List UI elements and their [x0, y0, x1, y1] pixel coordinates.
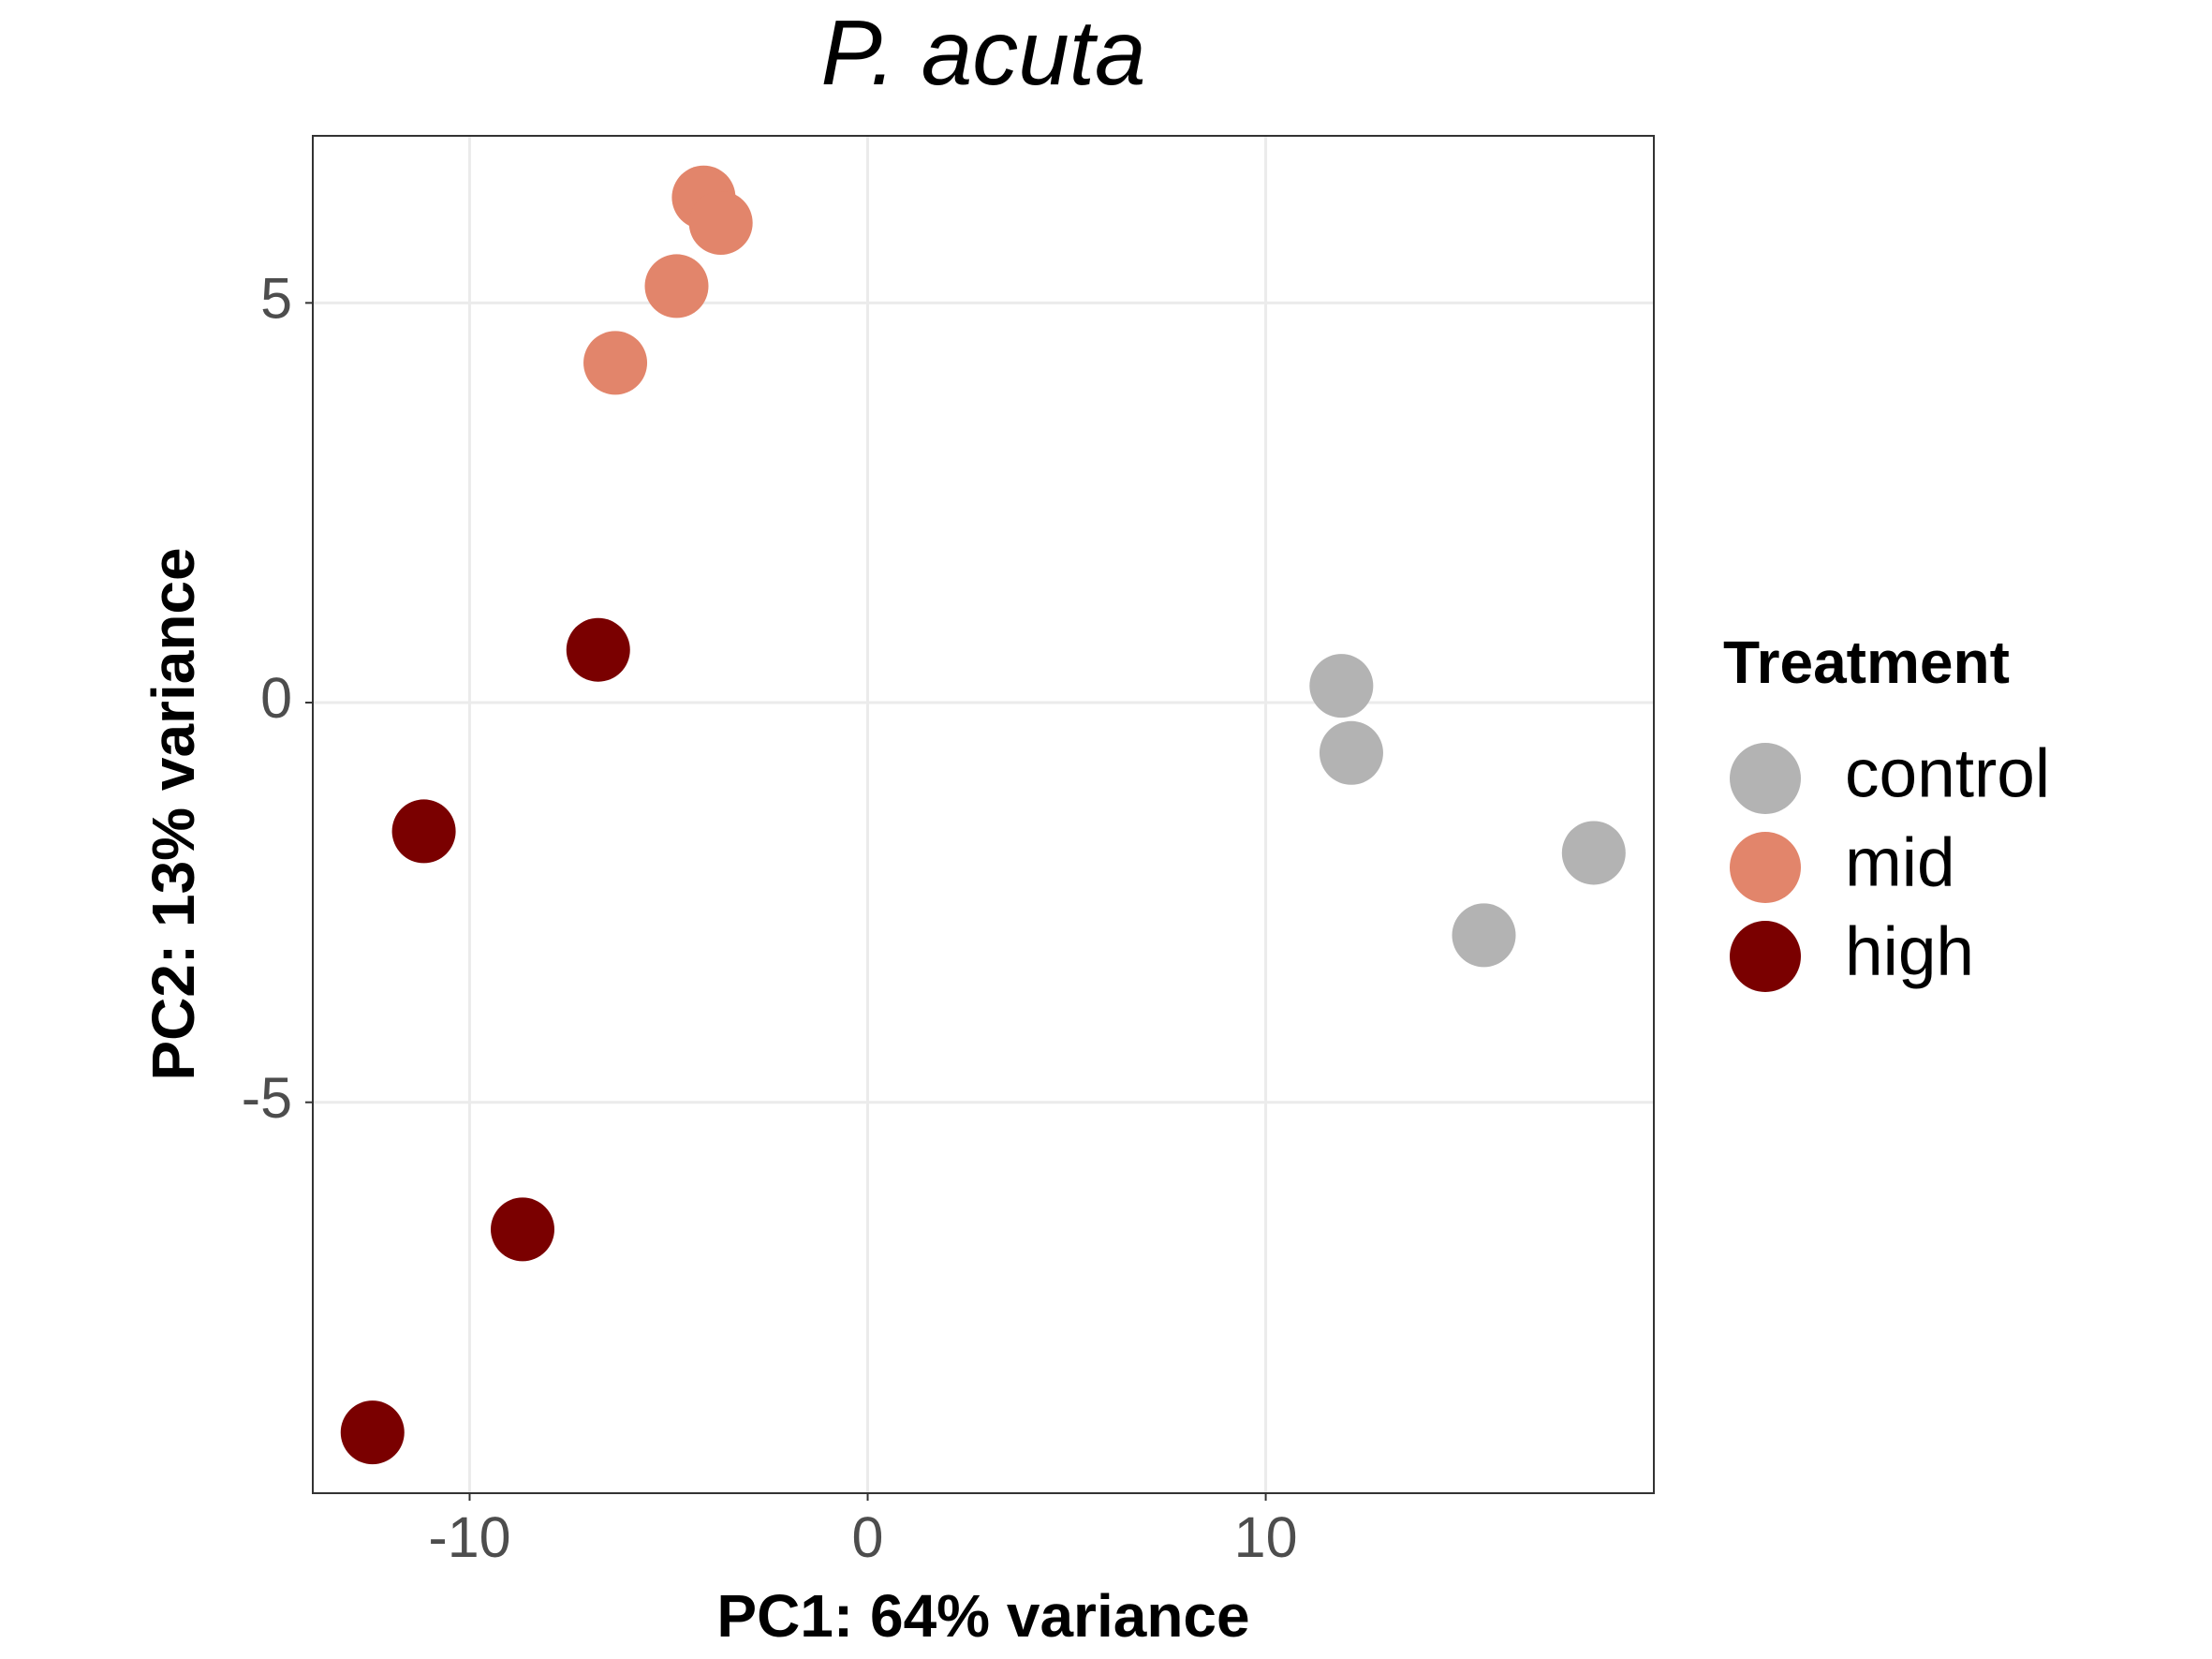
plot-border — [312, 135, 1655, 1494]
point — [1452, 903, 1516, 968]
point — [391, 799, 456, 864]
legend-swatch — [1730, 743, 1801, 814]
point — [1561, 821, 1626, 885]
legend-title: Treatment — [1723, 629, 2010, 696]
point — [340, 1400, 405, 1465]
y-tick-label: 5 — [260, 266, 292, 330]
legend-label: control — [1845, 735, 2050, 811]
point — [644, 254, 709, 318]
y-tick-label: -5 — [242, 1066, 292, 1130]
chart-title: P. acuta — [821, 1, 1146, 104]
legend-label: mid — [1845, 824, 1955, 900]
point — [1319, 720, 1383, 785]
x-tick-label: -10 — [428, 1505, 510, 1569]
point — [1309, 654, 1374, 718]
x-tick-label: 0 — [852, 1505, 884, 1569]
y-axis-title: PC2: 13% variance — [140, 547, 207, 1080]
point — [688, 191, 753, 256]
legend-swatch — [1730, 832, 1801, 903]
legend-label: high — [1845, 913, 1974, 989]
point — [566, 617, 630, 682]
y-tick-label: 0 — [260, 666, 292, 730]
x-axis-title: PC1: 64% variance — [716, 1582, 1249, 1650]
legend-swatch — [1730, 921, 1801, 992]
point — [491, 1197, 555, 1262]
x-tick-label: 10 — [1234, 1505, 1298, 1569]
point — [583, 331, 648, 395]
